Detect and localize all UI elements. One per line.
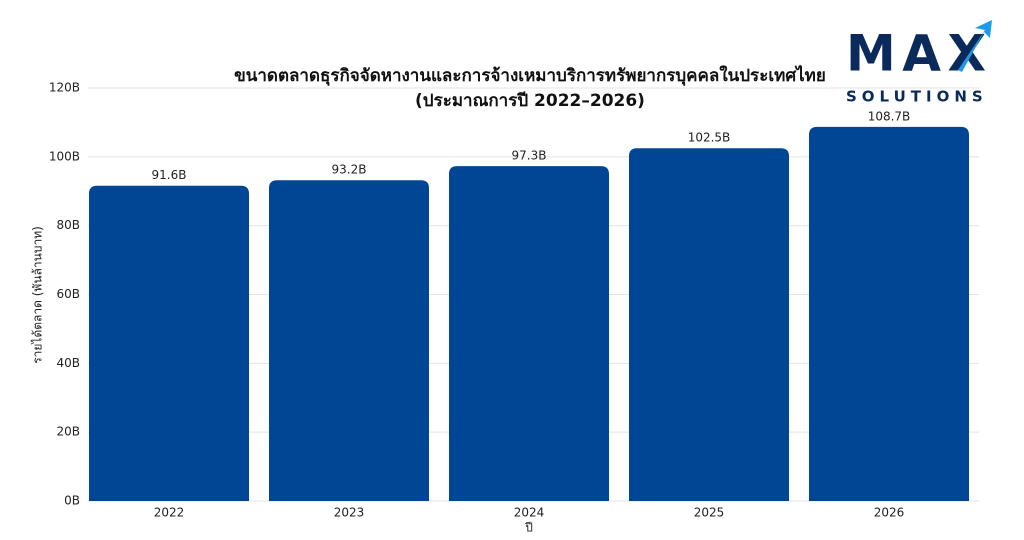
bar xyxy=(449,166,609,501)
y-tick-label: 120B xyxy=(49,81,80,95)
x-tick-label: 2026 xyxy=(874,506,905,520)
value-label: 93.2B xyxy=(332,163,367,177)
bar xyxy=(629,148,789,501)
value-label: 91.6B xyxy=(152,168,187,182)
value-label: 108.7B xyxy=(868,109,911,123)
logo-arrow xyxy=(958,20,992,72)
logo: MAX SOLUTIONS xyxy=(846,20,992,106)
x-tick-label: 2023 xyxy=(334,506,365,520)
x-tick-label: 2022 xyxy=(154,506,185,520)
y-tick-label: 20B xyxy=(56,425,80,439)
bar xyxy=(89,185,249,501)
logo-tagline: SOLUTIONS xyxy=(846,88,988,106)
bar xyxy=(269,180,429,501)
y-tick-label: 0B xyxy=(64,494,80,508)
chart-title: ขนาดตลาดธุรกิจจัดหางานและการจ้างเหมาบริก… xyxy=(234,65,826,86)
y-axis-label: รายได้ตลาด (พันล้านบาท) xyxy=(31,226,45,364)
y-tick-label: 80B xyxy=(56,218,80,232)
bar xyxy=(809,126,969,501)
y-tick-label: 40B xyxy=(56,356,80,370)
chart-subtitle: (ประมาณการปี 2022–2026) xyxy=(415,90,645,111)
value-label: 97.3B xyxy=(512,149,547,163)
x-axis-label: ปี xyxy=(525,521,533,535)
y-tick-label: 100B xyxy=(49,149,80,163)
y-tick-label: 60B xyxy=(56,287,80,301)
x-tick-label: 2024 xyxy=(514,506,545,520)
value-label: 102.5B xyxy=(688,131,731,145)
x-tick-label: 2025 xyxy=(694,506,725,520)
logo-text: MAX xyxy=(846,25,986,83)
